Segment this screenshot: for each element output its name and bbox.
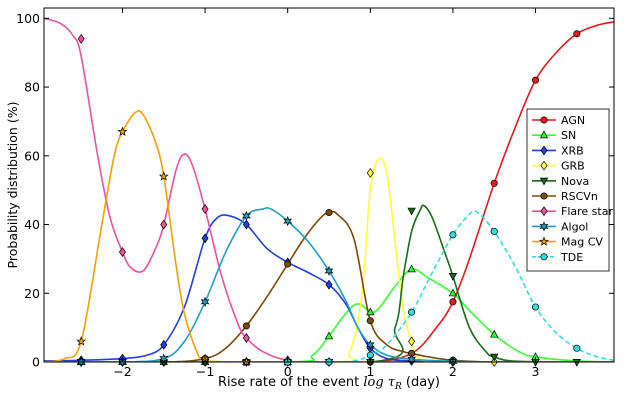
x-tick-label: −1 (196, 364, 214, 379)
x-tick-label: 1 (366, 364, 374, 379)
series-line-xrb (44, 214, 614, 362)
legend-label-nova: Nova (561, 175, 589, 188)
x-tick-label: 2 (449, 364, 457, 379)
legend-marker-xrb (540, 145, 548, 156)
data-point-sn (448, 288, 458, 297)
data-point-algol (324, 265, 334, 277)
data-point-algol (283, 215, 293, 227)
data-point-rscvn (366, 317, 374, 325)
legend-label-mag-cv: Mag CV (561, 236, 603, 249)
legend-label-tde: TDE (560, 251, 583, 264)
legend-marker-nova (539, 177, 549, 186)
x-tick-label: 0 (284, 364, 292, 379)
data-point-flare-star (118, 247, 126, 257)
legend-label-flare-star: Flare star (561, 205, 613, 218)
legend-marker-rscvn (540, 192, 548, 200)
data-point-algol (241, 210, 251, 222)
data-point-agn (490, 179, 498, 187)
data-point-rscvn (284, 260, 292, 268)
y-tick-label: 80 (24, 80, 40, 95)
legend-marker-grb (540, 160, 548, 171)
legend-marker-tde (540, 253, 548, 261)
series-line-sn (44, 268, 614, 362)
data-point-grb (408, 336, 416, 347)
series-line-tde (44, 210, 614, 362)
x-tick-label: 3 (532, 364, 540, 379)
data-point-mag-cv (117, 126, 128, 136)
data-point-rscvn (242, 322, 250, 330)
legend-marker-flare-star (540, 206, 548, 217)
data-point-tde (531, 303, 540, 311)
data-point-algol (159, 353, 169, 364)
legend-label-rscvn: RSCVn (561, 190, 598, 203)
y-tick-label: 20 (24, 286, 40, 301)
series-markers (76, 30, 582, 368)
y-tick-label: 60 (24, 148, 40, 163)
legend-marker-algol (539, 221, 549, 232)
data-point-algol (365, 339, 375, 350)
data-point-sn (407, 264, 416, 273)
legend-marker-sn (539, 130, 549, 139)
y-tick-label: 0 (32, 355, 40, 370)
data-point-rscvn (325, 208, 333, 217)
series-line-flare-star (44, 17, 614, 362)
data-point-flare-star (242, 333, 250, 343)
data-point-tde (449, 231, 457, 239)
data-point-tde (573, 344, 581, 352)
x-axis-ticks: −2 −1 0 1 2 3 (113, 8, 539, 379)
data-point-agn (531, 76, 540, 84)
data-point-mag-cv (76, 336, 87, 346)
data-point-sn (324, 331, 334, 340)
data-point-agn (449, 298, 457, 306)
data-point-tde (490, 227, 498, 235)
legend-label-grb: GRB (561, 160, 585, 173)
data-point-flare-star (201, 204, 209, 214)
series-line-rscvn (44, 210, 614, 362)
legend-label-sn: SN (561, 129, 576, 142)
data-point-flare-star (77, 34, 85, 44)
data-point-agn (573, 30, 581, 38)
data-point-algol (200, 296, 210, 307)
data-point-xrb (325, 279, 333, 290)
data-point-tde (408, 308, 416, 316)
data-point-xrb (242, 219, 250, 230)
data-point-mag-cv (158, 171, 169, 181)
legend-label-algol: Algol (561, 220, 588, 233)
legend-marker-agn (540, 116, 548, 124)
x-axis-label: Rise rate of the event log τR (day) (218, 375, 440, 392)
data-point-sn (366, 307, 375, 316)
x-tick-label: −2 (113, 364, 131, 379)
data-point-nova (572, 358, 582, 367)
data-point-sn (490, 329, 499, 338)
legend-label-xrb: XRB (561, 144, 584, 157)
y-tick-label: 40 (24, 217, 40, 232)
legend: AGN SN XRB GRB Nova RSCVn Flare star Algol Mag C… (526, 108, 613, 272)
y-axis-ticks: 0 20 40 60 80 100 (16, 11, 614, 370)
data-point-grb (366, 168, 374, 178)
data-point-xrb (160, 339, 168, 350)
legend-marker-mag-cv (539, 236, 549, 246)
data-point-xrb (201, 233, 209, 244)
y-axis-label: Probability distribution (%) (5, 102, 20, 269)
y-tick-label: 100 (16, 11, 40, 26)
series-line-agn (44, 20, 614, 362)
data-point-nova (407, 207, 416, 216)
data-point-nova (490, 353, 499, 362)
data-point-algol (407, 354, 417, 365)
data-point-nova (448, 273, 458, 281)
legend-label-agn: AGN (561, 114, 585, 127)
plot-frame (43, 7, 615, 363)
series-line-nova (44, 204, 614, 362)
data-point-flare-star (160, 219, 168, 230)
